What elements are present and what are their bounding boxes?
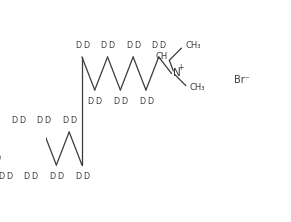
Text: D: D [70,116,76,125]
Text: D: D [0,172,4,181]
Text: D: D [160,41,166,50]
Text: D: D [24,172,30,181]
Text: +: + [177,63,183,72]
Text: D: D [57,172,63,181]
Text: D: D [49,172,56,181]
Text: CH₃: CH₃ [185,42,201,50]
Text: D: D [37,116,43,125]
Text: D: D [6,172,12,181]
Text: D: D [139,97,145,106]
Text: CH₃: CH₃ [189,83,205,92]
Text: D: D [152,41,158,50]
Text: D: D [100,41,107,50]
Text: D: D [147,97,153,106]
Text: D: D [62,116,68,125]
Text: D: D [109,41,115,50]
Text: D: D [121,97,127,106]
Text: CH: CH [156,52,168,61]
Text: D: D [88,97,94,106]
Text: D: D [45,116,51,125]
Text: D: D [96,97,102,106]
Text: D: D [32,172,38,181]
Text: D: D [113,97,119,106]
Text: D: D [126,41,132,50]
Text: D: D [83,172,89,181]
Text: N: N [173,69,180,79]
Text: D: D [19,116,25,125]
Text: D: D [75,172,81,181]
Text: D: D [75,41,81,50]
Text: D: D [11,116,17,125]
Text: Br⁻: Br⁻ [234,75,250,85]
Text: D: D [134,41,140,50]
Text: D: D [83,41,89,50]
